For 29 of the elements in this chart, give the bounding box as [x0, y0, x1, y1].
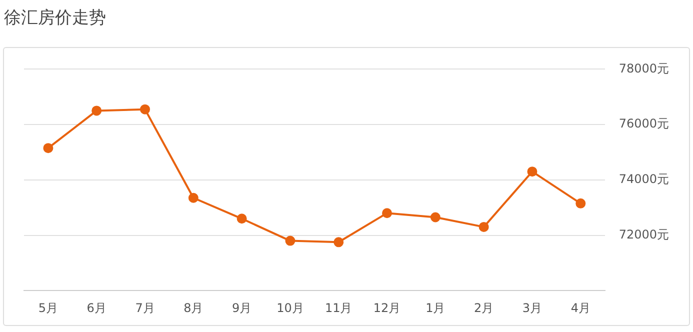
- x-tick-label: 2月: [474, 300, 494, 315]
- point: [527, 166, 538, 177]
- point: [334, 237, 344, 248]
- point: [140, 104, 150, 114]
- point: [43, 143, 54, 154]
- point: [236, 214, 247, 224]
- point: [430, 212, 440, 222]
- chart-title: 徐汇房价走势: [4, 7, 106, 29]
- point: [285, 236, 296, 246]
- x-tick-label: 4月: [570, 300, 590, 315]
- y-tick-label: 72000元: [618, 227, 670, 242]
- x-tick-label: 8月: [184, 300, 204, 315]
- point: [382, 208, 392, 218]
- x-tick-label: 9月: [232, 300, 252, 315]
- point: [478, 222, 489, 232]
- y-tick-label: 78000元: [618, 61, 670, 76]
- point: [188, 192, 198, 203]
- y-tick-label: 74000元: [618, 172, 670, 186]
- x-tick-label: 1月: [426, 300, 446, 315]
- x-tick-label: 5月: [38, 300, 58, 315]
- x-tick-label: 11月: [324, 300, 352, 315]
- x-tick-label: 7月: [135, 300, 155, 315]
- x-tick-label: 10月: [276, 300, 304, 315]
- x-tick-label: 3月: [522, 300, 542, 315]
- y-tick-label: 76000元: [618, 116, 670, 131]
- point: [92, 106, 102, 116]
- x-tick-label: 6月: [86, 300, 106, 315]
- point: [576, 198, 586, 208]
- x-tick-label: 12月: [373, 300, 401, 315]
